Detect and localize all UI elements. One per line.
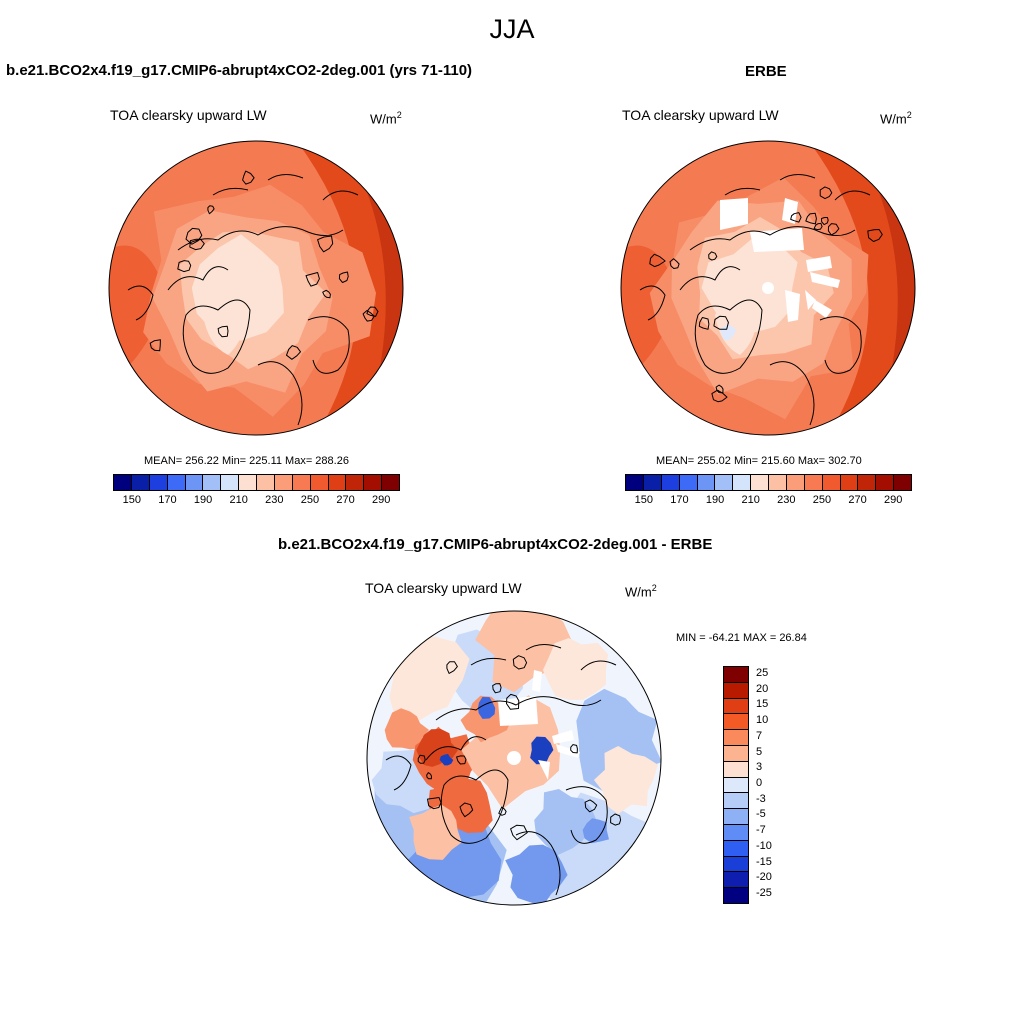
colorbar-tick-label: 3 [756, 761, 763, 774]
colorbar-swatch [185, 475, 204, 490]
colorbar-swatch [724, 761, 748, 778]
colorbar-swatch [858, 475, 877, 490]
colorbar-tick-label: 25 [756, 666, 769, 679]
diff-panel-title: b.e21.BCO2x4.f19_g17.CMIP6-abrupt4xCO2-2… [278, 536, 713, 553]
colorbar-swatch [840, 475, 859, 490]
colorbar-tick-label: 210 [229, 494, 248, 506]
colorbar-swatch [769, 475, 787, 490]
colorbar-tick-label: 15 [756, 698, 769, 711]
colorbar-swatch [724, 714, 748, 731]
colorbar-swatch [346, 475, 365, 490]
colorbar-tick-label: 270 [336, 494, 355, 506]
colorbar-tick-label: 150 [634, 494, 653, 506]
colorbar-swatch [715, 475, 734, 490]
colorbar-swatch [239, 475, 257, 490]
diff-stats-label: MIN = -64.21 MAX = 26.84 [676, 632, 807, 644]
colorbar-swatch [131, 475, 150, 490]
colorbar-swatch [724, 667, 748, 683]
colorbar-tick-label: -25 [756, 887, 772, 900]
colorbar-swatch [733, 475, 752, 490]
colorbar-swatch [724, 809, 748, 825]
diff-variable-label: TOA clearsky upward LW [365, 580, 522, 596]
obs-units-label: W/m2 [880, 110, 912, 127]
colorbar-tick-label: 290 [372, 494, 391, 506]
obs-panel-title: ERBE [745, 63, 787, 80]
model-variable-label: TOA clearsky upward LW [110, 107, 267, 123]
colorbar-tick-label: 170 [670, 494, 689, 506]
model-units-label: W/m2 [370, 110, 402, 127]
model-polar-map [108, 140, 404, 436]
colorbar-tick-label: -10 [756, 839, 772, 852]
colorbar-tick-label: 270 [848, 494, 867, 506]
colorbar-tick-label: -7 [756, 824, 766, 837]
colorbar-swatch [724, 856, 748, 873]
colorbar-swatch [786, 475, 805, 490]
obs-colorbar [625, 474, 912, 491]
colorbar-swatch [257, 475, 275, 490]
colorbar-tick-label: 190 [705, 494, 725, 506]
colorbar-tick-label: 5 [756, 745, 763, 758]
obs-variable-label: TOA clearsky upward LW [622, 107, 779, 123]
diff-polar-map [366, 610, 662, 906]
obs-stats-label: MEAN= 255.02 Min= 215.60 Max= 302.70 [656, 455, 862, 467]
colorbar-swatch [724, 777, 748, 794]
colorbar-tick-label: 10 [756, 714, 769, 727]
colorbar-swatch [221, 475, 240, 490]
colorbar-tick-label: 150 [122, 494, 141, 506]
colorbar-swatch [274, 475, 293, 490]
colorbar-swatch [643, 475, 662, 490]
colorbar-tick-label: 210 [741, 494, 760, 506]
colorbar-swatch [364, 475, 383, 490]
model-colorbar [113, 474, 400, 491]
colorbar-swatch [114, 475, 132, 490]
colorbar-swatch [876, 475, 895, 490]
colorbar-swatch [724, 730, 748, 746]
colorbar-tick-label: 190 [193, 494, 213, 506]
colorbar-swatch [724, 888, 748, 903]
colorbar-swatch [697, 475, 716, 490]
colorbar-tick-label: -15 [756, 855, 772, 868]
colorbar-swatch [724, 793, 748, 810]
colorbar-swatch [822, 475, 841, 490]
colorbar-tick-label: -5 [756, 808, 766, 821]
colorbar-swatch [203, 475, 222, 490]
diff-units-label: W/m2 [625, 583, 657, 600]
colorbar-swatch [626, 475, 644, 490]
colorbar-tick-label: 20 [756, 682, 769, 695]
colorbar-swatch [310, 475, 329, 490]
colorbar-swatch [679, 475, 698, 490]
colorbar-tick-label: 290 [884, 494, 903, 506]
colorbar-swatch [751, 475, 769, 490]
colorbar-swatch [724, 698, 748, 715]
colorbar-tick-label: 170 [158, 494, 177, 506]
colorbar-swatch [804, 475, 823, 490]
colorbar-swatch [292, 475, 311, 490]
colorbar-tick-label: 230 [777, 494, 796, 506]
colorbar-swatch [149, 475, 168, 490]
colorbar-swatch [167, 475, 186, 490]
model-stats-label: MEAN= 256.22 Min= 225.11 Max= 288.26 [144, 455, 349, 467]
obs-polar-map [620, 140, 916, 436]
colorbar-tick-label: 250 [812, 494, 832, 506]
colorbar-swatch [894, 475, 911, 490]
colorbar-tick-label: -20 [756, 871, 772, 884]
colorbar-tick-label: 0 [756, 777, 763, 789]
colorbar-swatch [328, 475, 347, 490]
colorbar-swatch [724, 682, 748, 699]
colorbar-swatch [724, 824, 748, 841]
colorbar-tick-label: -3 [756, 792, 766, 805]
colorbar-swatch [724, 872, 748, 889]
colorbar-tick-label: 7 [756, 729, 763, 742]
colorbar-swatch [724, 745, 748, 762]
model-panel-title: b.e21.BCO2x4.f19_g17.CMIP6-abrupt4xCO2-2… [6, 62, 473, 79]
colorbar-swatch [382, 475, 399, 490]
colorbar-tick-label: 250 [300, 494, 320, 506]
colorbar-swatch [724, 840, 748, 857]
colorbar-tick-label: 230 [265, 494, 284, 506]
figure-title: JJA [489, 14, 535, 44]
colorbar-swatch [661, 475, 680, 490]
diff-colorbar [723, 666, 749, 904]
